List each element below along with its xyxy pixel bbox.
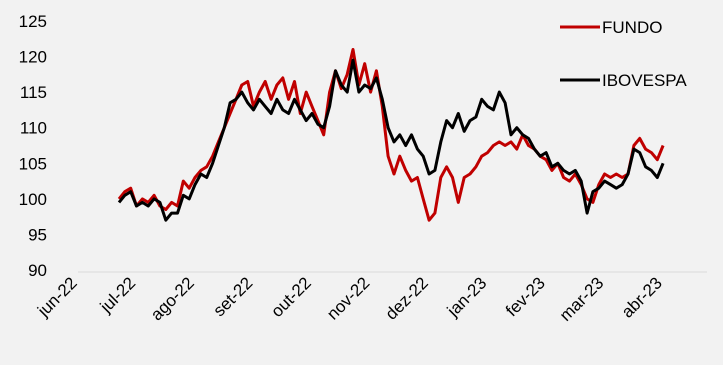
- x-tick-label: abr-23: [618, 273, 666, 321]
- legend-label-ibovespa: IBOVESPA: [602, 71, 687, 90]
- x-tick-label: fev-23: [502, 273, 549, 320]
- y-tick-label: 110: [20, 119, 47, 138]
- x-tick-label: nov-22: [323, 273, 373, 323]
- y-tick-label: 125: [19, 12, 47, 31]
- y-tick-label: 95: [28, 225, 47, 244]
- series-line-fundo: [117, 48, 665, 222]
- series-line-ibovespa: [117, 58, 665, 222]
- x-tick-label: set-22: [210, 273, 257, 320]
- legend: FUNDO IBOVESPA: [560, 18, 687, 90]
- legend-label-fundo: FUNDO: [602, 18, 662, 37]
- x-tick-label: dez-22: [382, 273, 432, 323]
- x-tick-label: jul-22: [96, 273, 140, 317]
- x-tick-label: mar-23: [556, 273, 608, 325]
- x-tick-label: ago-22: [147, 273, 198, 324]
- y-tick-label: 115: [20, 83, 47, 102]
- x-tick-label: jan-23: [443, 273, 491, 321]
- y-tick-label: 120: [19, 48, 47, 67]
- y-tick-label: 105: [19, 154, 47, 173]
- series-layer: [117, 48, 665, 222]
- y-tick-label: 100: [19, 190, 47, 209]
- x-tick-label: jun-22: [33, 273, 81, 321]
- x-tick-label: out-22: [267, 273, 315, 321]
- y-tick-label: 90: [28, 261, 47, 280]
